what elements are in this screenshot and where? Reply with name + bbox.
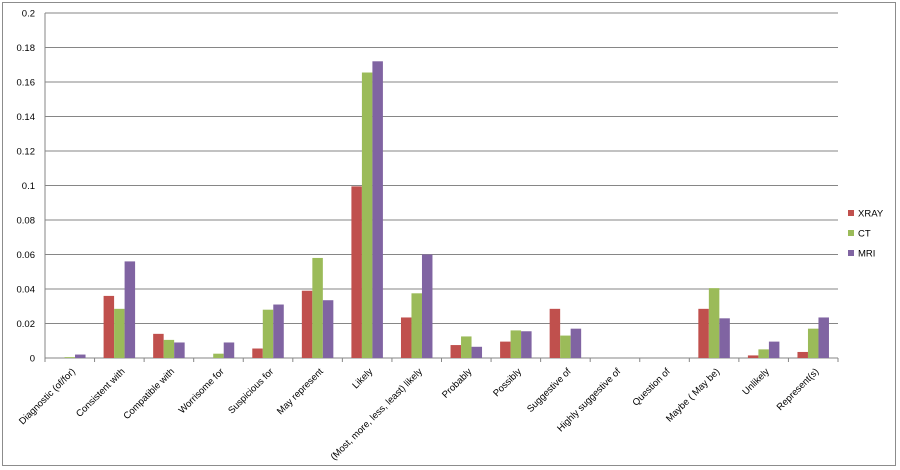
bar-xray: [103, 295, 115, 358]
bar-ct: [510, 330, 522, 358]
legend-swatch-mri: [848, 250, 854, 256]
bar-ct: [807, 328, 819, 358]
bar-ct: [411, 293, 422, 358]
y-tick-label: 0.18: [17, 43, 36, 54]
x-tick-label: Compatible with: [121, 366, 177, 422]
x-tick-label: Consistent with: [74, 366, 127, 419]
bar-xray: [450, 345, 462, 358]
legend-label: MRI: [858, 249, 875, 260]
y-tick-label: 0.16: [17, 78, 36, 89]
bar-mri: [322, 300, 334, 358]
bar-xray: [747, 355, 759, 358]
x-tick-label: Worrisome for: [177, 366, 227, 416]
x-tick-label: Suspicious for: [226, 366, 276, 416]
bar-ct: [560, 335, 571, 358]
bar-mri: [719, 318, 730, 358]
legend-label: XRAY: [858, 209, 884, 220]
bar-ct: [213, 353, 224, 358]
x-tick-label: (Most, more, less, least) likely: [329, 366, 425, 462]
x-tick-label: Question of: [631, 366, 673, 408]
legend-label: CT: [858, 229, 871, 240]
bar-mri: [768, 341, 780, 358]
y-tick-label: 0.02: [17, 319, 36, 330]
x-tick-label: Diagnostic (of/for): [17, 366, 78, 427]
y-tick-label: 0.1: [22, 181, 35, 192]
y-tick-label: 0.14: [17, 112, 36, 123]
legend: XRAY CT MRI: [848, 209, 884, 260]
bar-mri: [521, 331, 532, 358]
bar-xray: [400, 317, 412, 358]
bar-xray: [797, 351, 808, 358]
x-tick-label: Suggestive of: [525, 366, 574, 415]
bar-ct: [361, 72, 373, 358]
bar-mri: [570, 328, 582, 358]
bar-mri: [471, 346, 483, 358]
bar-xray: [301, 290, 313, 358]
x-tick-label: Represent(s): [775, 366, 822, 413]
x-axis: Diagnostic (of/for)Consistent withCompat…: [17, 358, 839, 463]
x-tick-label: May represent: [275, 366, 326, 417]
bar-mri: [421, 254, 433, 358]
bar-mri: [372, 61, 383, 359]
bar-ct: [262, 309, 274, 358]
bar-ct: [461, 336, 472, 358]
y-tick-label: 0: [30, 354, 35, 365]
bar-ct: [64, 357, 76, 358]
bar-mri: [273, 304, 284, 358]
bar-mri: [124, 261, 136, 358]
bar-mri: [223, 342, 235, 358]
bar-xray: [500, 341, 511, 358]
bars: [64, 61, 829, 359]
bar-mri: [174, 342, 185, 358]
bar-ct: [114, 308, 125, 358]
bar-xray: [153, 333, 164, 358]
y-tick-label: 0.08: [17, 216, 36, 227]
bar-xray: [549, 308, 561, 358]
bar-mri: [75, 354, 86, 358]
bar-xray: [698, 308, 709, 358]
x-tick-label: Likely: [350, 366, 375, 391]
bar-ct: [312, 257, 323, 358]
bar-ct: [758, 349, 769, 358]
y-tick-label: 0.2: [22, 9, 35, 20]
legend-swatch-xray: [848, 210, 854, 216]
x-tick-label: Unlikely: [740, 366, 771, 397]
bar-mri: [818, 317, 829, 358]
x-tick-label: Maybe ( May be): [664, 366, 722, 424]
y-tick-label: 0.04: [17, 285, 36, 296]
gridlines: [45, 12, 838, 324]
y-tick-label: 0.06: [17, 250, 36, 261]
y-tick-label: 0.12: [17, 147, 36, 158]
bar-xray: [351, 186, 362, 358]
x-tick-label: Possibly: [491, 366, 524, 399]
legend-swatch-ct: [848, 230, 854, 236]
bar-xray: [252, 348, 263, 358]
x-tick-label: Probably: [440, 366, 474, 400]
bar-ct: [163, 339, 175, 358]
bar-ct: [708, 288, 720, 358]
